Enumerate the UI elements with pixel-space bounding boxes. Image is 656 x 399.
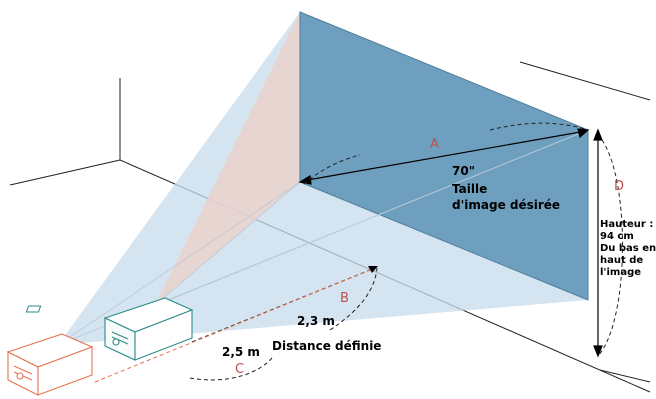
distance-dashed-arc-near <box>329 267 378 331</box>
bottom-right-line <box>599 369 651 383</box>
diagonal-dashed-arc-left <box>303 154 361 185</box>
near-projector <box>25 297 194 361</box>
distance-dashed-arc-far <box>189 357 273 381</box>
height-label-3: Du bas en <box>600 243 656 254</box>
label-b: B <box>340 291 349 306</box>
height-label-5: l'image <box>600 267 641 278</box>
diagonal-arrow <box>298 128 590 185</box>
screen-size-caption-1: Taille <box>452 182 487 196</box>
diagonal-dashed-arc-right <box>489 122 586 131</box>
height-arrow <box>593 128 603 358</box>
left-floor-line <box>9 159 121 186</box>
top-right-line <box>519 61 651 101</box>
distance-arrowhead <box>368 266 378 273</box>
far-projector <box>6 333 94 396</box>
far-distance-label: 2,5 m <box>222 345 260 359</box>
distance-caption: Distance définie <box>272 339 381 353</box>
height-label-1: Hauteur : <box>600 219 653 230</box>
height-dashed-arc <box>597 139 623 357</box>
far-distance-line <box>94 267 376 383</box>
near-distance-label: 2,3 m <box>297 314 335 328</box>
height-label-4: haut de <box>600 255 643 266</box>
label-a: A <box>430 137 439 152</box>
screen-size-label: 70" <box>452 164 475 178</box>
label-d: D <box>614 179 624 194</box>
screen-size-caption-2: d'image désirée <box>452 198 560 212</box>
height-label-2: 94 cm <box>600 231 634 242</box>
label-c: C <box>235 362 244 377</box>
